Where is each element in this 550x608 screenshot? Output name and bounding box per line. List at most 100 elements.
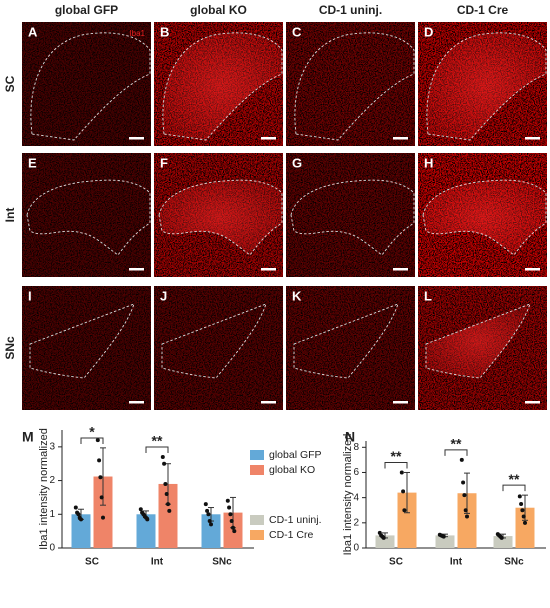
data-point xyxy=(499,535,504,540)
region-outline xyxy=(161,303,267,379)
data-point xyxy=(459,457,464,462)
bar xyxy=(457,493,477,548)
data-point xyxy=(79,517,83,522)
bar xyxy=(158,483,178,548)
region-outline xyxy=(290,179,415,256)
scale-bar xyxy=(393,268,408,271)
significance-bracket xyxy=(384,461,408,469)
data-point xyxy=(209,522,213,527)
micrograph-panel: D xyxy=(418,22,547,146)
data-point xyxy=(229,519,234,524)
data-point xyxy=(463,508,468,513)
legend-swatch xyxy=(250,450,264,460)
data-point xyxy=(401,489,406,494)
region-glow xyxy=(159,180,282,255)
x-tick-label: SC xyxy=(85,557,99,568)
data-point xyxy=(228,512,233,517)
data-point xyxy=(205,508,210,513)
panel-letter: A xyxy=(28,24,38,39)
panel-letter: H xyxy=(424,155,433,170)
y-tick-label: 0 xyxy=(353,543,359,554)
bar xyxy=(515,507,535,548)
data-point xyxy=(99,495,104,500)
data-point xyxy=(164,492,169,497)
row-label: Int xyxy=(3,208,17,223)
significance-bracket xyxy=(444,449,468,456)
significance-label: ** xyxy=(509,471,520,487)
region-outline xyxy=(162,32,283,141)
scale-bar xyxy=(525,268,540,271)
panel-dim xyxy=(22,22,151,146)
panel-dim xyxy=(22,153,151,277)
region-outline xyxy=(29,303,135,379)
data-point xyxy=(231,525,235,530)
region-outline xyxy=(30,32,151,141)
micrograph-panel: E xyxy=(22,153,151,277)
row-label: SNc xyxy=(3,336,17,360)
scale-bar xyxy=(525,137,540,140)
x-tick-label: Int xyxy=(151,557,164,568)
legend-swatch xyxy=(250,530,264,540)
column-header: CD-1 uninj. xyxy=(319,3,382,17)
legend-swatch xyxy=(250,515,264,525)
micrograph-panel: B xyxy=(154,22,283,146)
scale-bar xyxy=(129,401,144,404)
data-point xyxy=(76,512,81,517)
panel-letter: G xyxy=(292,155,302,170)
micrograph-panel: H xyxy=(418,153,547,277)
y-tick-label: 2 xyxy=(49,475,55,486)
region-glow xyxy=(423,180,546,255)
bar xyxy=(71,514,91,548)
data-point xyxy=(98,475,103,480)
column-header: CD-1 Cre xyxy=(457,3,509,17)
region-outline xyxy=(422,179,547,256)
panel-letter: E xyxy=(28,155,37,170)
region-outline xyxy=(158,179,283,256)
column-header: global KO xyxy=(190,3,247,17)
y-tick-label: 4 xyxy=(353,492,359,503)
x-tick-label: SC xyxy=(389,557,403,568)
region-glow xyxy=(426,304,530,378)
y-tick-label: 0 xyxy=(49,543,55,554)
legend-label: CD-1 uninj. xyxy=(269,514,322,526)
micrograph-panel: K xyxy=(286,286,415,410)
data-point xyxy=(167,508,172,513)
scale-bar xyxy=(261,137,276,140)
scale-bar xyxy=(525,401,540,404)
scale-bar xyxy=(393,137,408,140)
panel-dim xyxy=(286,286,415,410)
panel-letter: I xyxy=(28,288,32,303)
data-point xyxy=(162,461,167,466)
legend-swatch xyxy=(250,465,264,475)
micrograph-panel: I xyxy=(22,286,151,410)
region-outline xyxy=(425,303,531,379)
y-tick-label: 1 xyxy=(49,509,55,520)
data-point xyxy=(101,515,105,520)
data-point xyxy=(461,480,466,485)
significance-bracket xyxy=(145,446,169,453)
micrograph-panel: F xyxy=(154,153,283,277)
bar xyxy=(493,536,513,548)
panel-letter: C xyxy=(292,24,302,39)
y-tick-label: 2 xyxy=(353,517,359,528)
panel-letter: L xyxy=(424,288,432,303)
legend-label: global GFP xyxy=(269,449,322,461)
region-outline xyxy=(26,179,151,256)
micrograph-panel: A Iba1 xyxy=(22,22,151,146)
data-point xyxy=(232,529,237,534)
region-outline xyxy=(426,32,547,141)
significance-label: ** xyxy=(391,448,402,464)
data-point xyxy=(465,514,469,519)
data-point xyxy=(166,502,170,507)
bar xyxy=(201,514,221,548)
significance-label: ** xyxy=(152,433,163,449)
bar xyxy=(375,535,395,548)
data-point xyxy=(207,519,212,524)
data-point xyxy=(95,438,100,443)
region-glow xyxy=(162,32,282,141)
region-glow xyxy=(426,32,546,141)
micrograph-panel: J xyxy=(154,286,283,410)
significance-label: * xyxy=(89,424,95,440)
data-point xyxy=(520,508,525,513)
stain-label: Iba1 xyxy=(129,29,145,38)
